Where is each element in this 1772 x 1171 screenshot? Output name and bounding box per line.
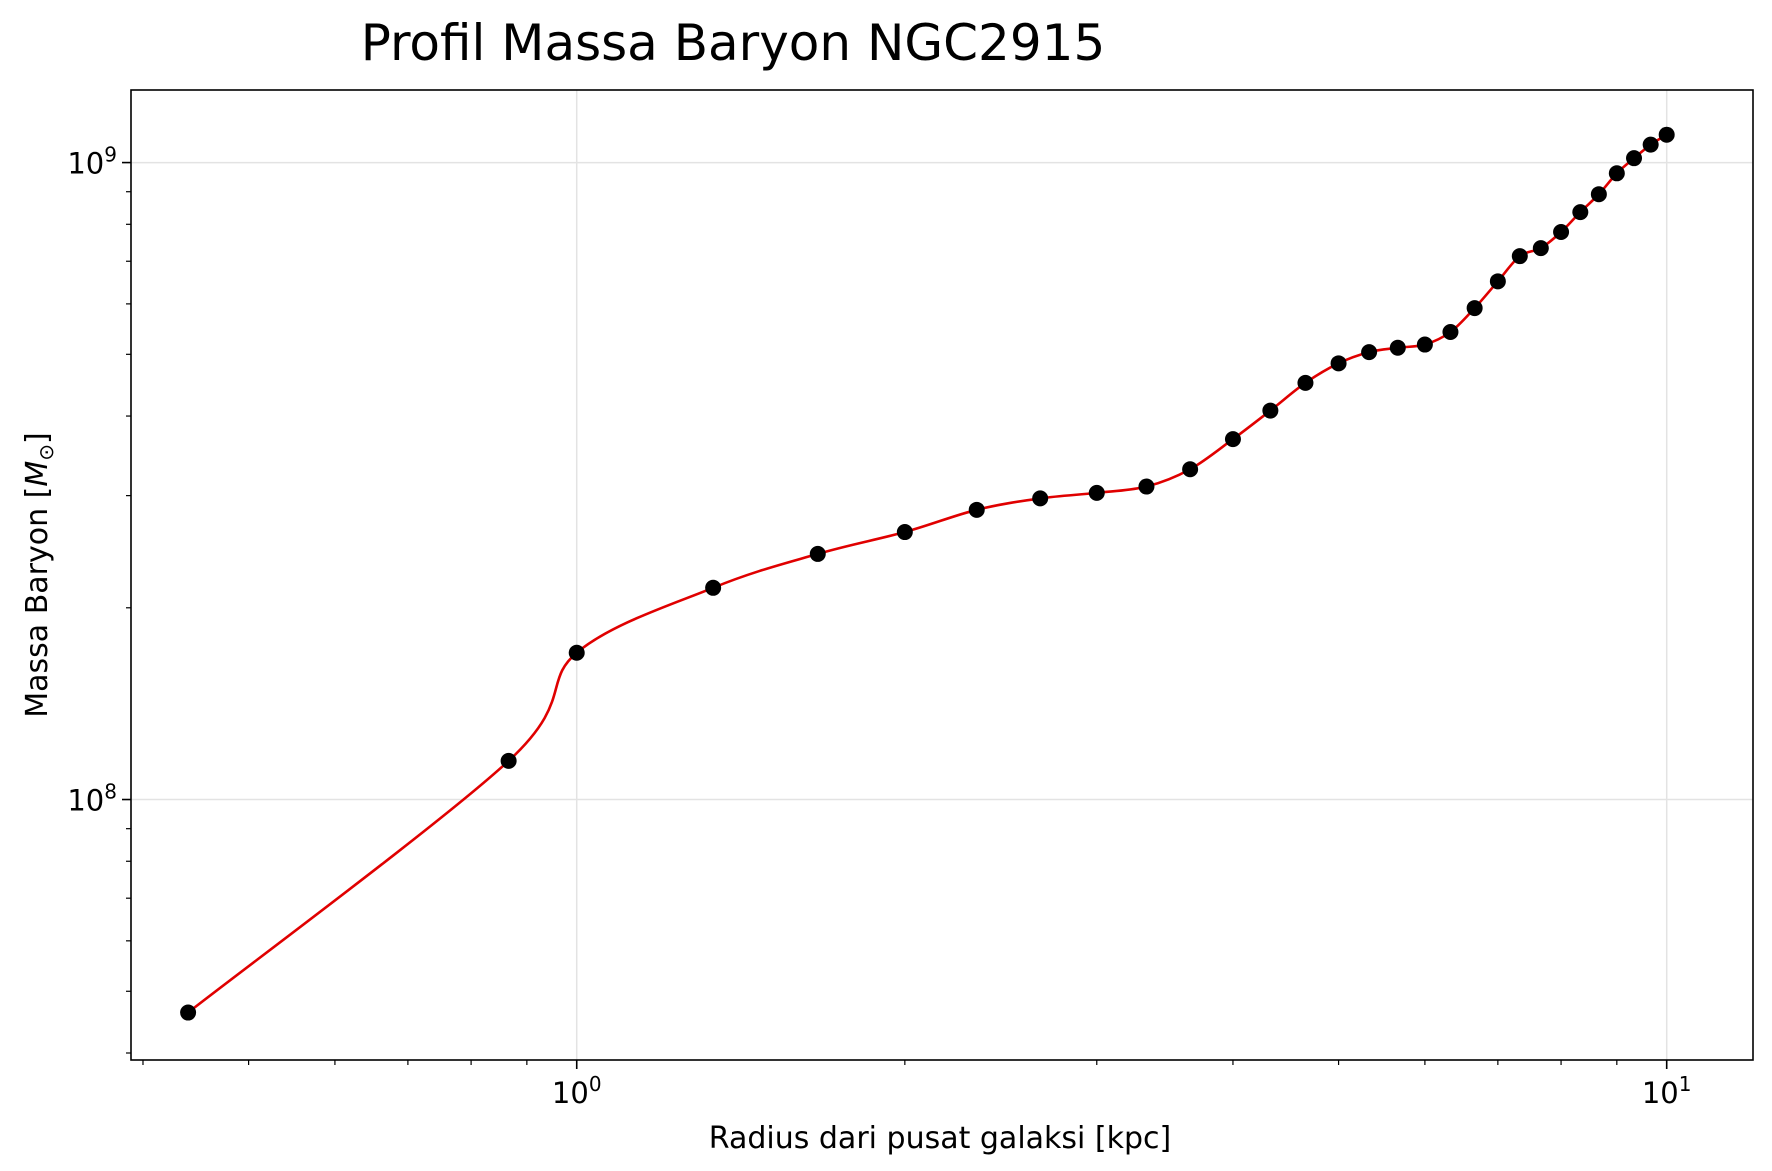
fit-line-0 xyxy=(187,133,1668,1014)
data-point-8 xyxy=(1088,484,1105,501)
data-point-24 xyxy=(1572,204,1589,221)
data-point-15 xyxy=(1361,344,1378,361)
data-point-27 xyxy=(1626,150,1643,167)
data-point-10 xyxy=(1182,461,1199,478)
axis-ticks: 100 101 108 109 xyxy=(67,143,1691,1110)
data-point-9 xyxy=(1138,478,1155,495)
data-point-11 xyxy=(1224,431,1241,448)
y-axis-label-symbol: M xyxy=(20,461,55,487)
data-point-28 xyxy=(1642,136,1659,153)
data-point-7 xyxy=(1032,490,1049,507)
data-point-3 xyxy=(705,579,722,596)
chart-title: Profil Massa Baryon NGC2915 xyxy=(361,14,1106,72)
x-axis-label: Radius dari pusat galaksi [kpc] xyxy=(709,1121,1171,1156)
data-point-14 xyxy=(1330,355,1347,372)
data-point-12 xyxy=(1262,402,1279,419)
data-point-22 xyxy=(1532,240,1549,257)
y-tick-label-0: 108 xyxy=(67,780,117,818)
data-point-29 xyxy=(1658,126,1675,143)
data-series xyxy=(180,126,1675,1021)
y-axis-label-subscript: ⊙ xyxy=(34,444,58,461)
data-point-5 xyxy=(896,524,913,541)
y-axis-label: Massa Baryon [M⊙] xyxy=(20,432,58,717)
data-point-2 xyxy=(568,644,585,661)
x-tick-label-1: 101 xyxy=(1642,1072,1692,1110)
data-point-4 xyxy=(809,545,826,562)
x-tick-label-0: 100 xyxy=(552,1072,602,1110)
data-point-16 xyxy=(1389,339,1406,356)
data-point-13 xyxy=(1297,374,1314,391)
data-point-26 xyxy=(1608,165,1625,182)
data-point-21 xyxy=(1511,248,1528,265)
data-point-20 xyxy=(1489,273,1506,290)
data-point-1 xyxy=(500,752,517,769)
y-axis-label-text: Massa Baryon [ xyxy=(20,487,55,718)
data-point-19 xyxy=(1466,300,1483,317)
plot-frame xyxy=(130,89,1754,1061)
data-point-25 xyxy=(1590,186,1607,203)
y-axis-label-close: ] xyxy=(20,432,55,444)
data-point-17 xyxy=(1416,336,1433,353)
y-tick-label-1: 109 xyxy=(67,143,117,181)
data-point-0 xyxy=(180,1004,197,1021)
grid xyxy=(131,90,1753,1060)
data-point-23 xyxy=(1553,224,1570,241)
data-point-18 xyxy=(1442,324,1459,341)
data-point-6 xyxy=(968,501,985,518)
